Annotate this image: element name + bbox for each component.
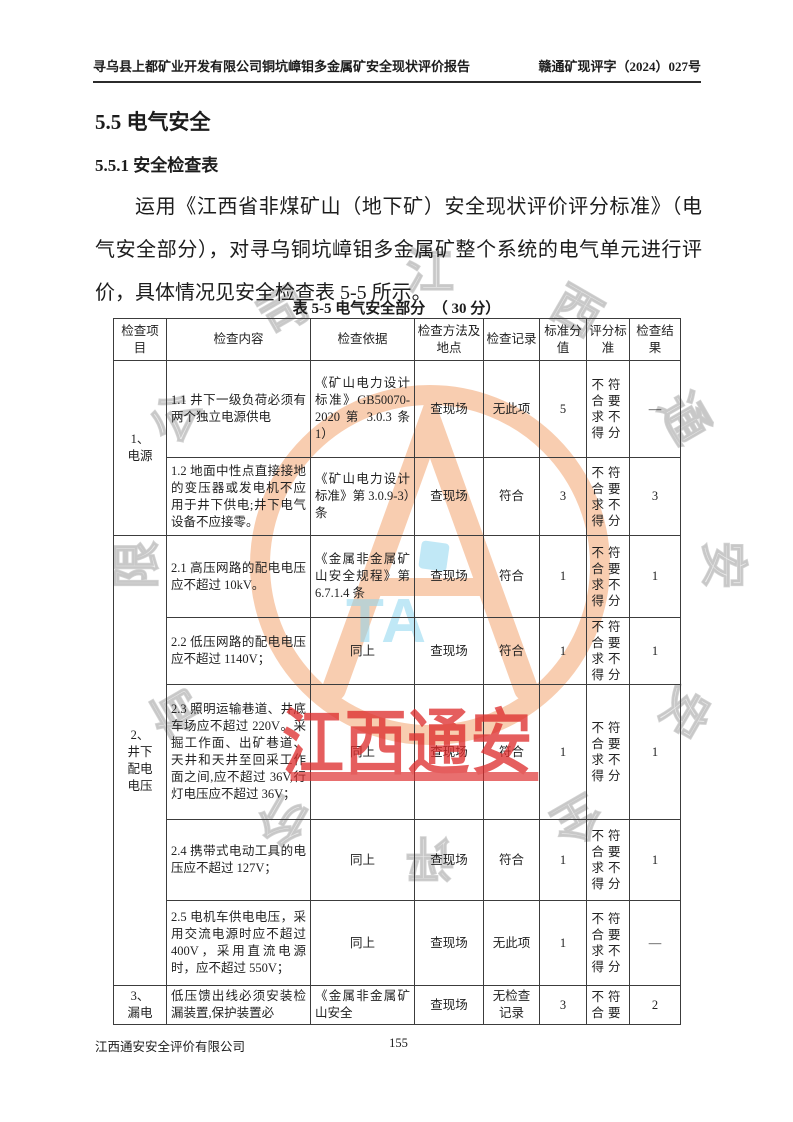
column-header-record: 检查记录 [483,318,540,361]
page-footer: 江西通安安全评价有限公司 155 [95,1036,702,1055]
cell-criteria: 不符合要求不得分 [586,457,630,536]
cell-content: 1.2 地面中性点直接接地的变压器或发电机不应用于井下供电;井下电气设备不应接零… [166,457,311,536]
header-doc-number: 赣通矿现评字（2024）027号 [538,59,701,74]
cell-content: 2.1 高压网路的配电电压应不超过 10kV。 [166,535,311,618]
cell-score: 3 [539,985,587,1025]
cell-result: — [629,900,681,986]
page-number: 155 [389,1036,408,1050]
body-paragraph: 运用《江西省非煤矿山（地下矿）安全现状评价评分标准》（电气安全部分），对寻乌铜坑… [95,196,702,304]
cell-basis: 同上 [310,900,415,986]
column-header-basis: 检查依据 [310,318,415,361]
cell-criteria: 不符合要求不得分 [586,819,630,901]
column-header-score: 标准分值 [539,318,587,361]
cell-method: 查现场 [414,535,484,618]
group-cell-leakage: 3、 漏电 [113,985,167,1025]
column-header-method: 检查方法及地点 [414,318,484,361]
cell-criteria: 不符合要求不得分 [586,617,630,685]
header-report-title: 寻乌县上都矿业开发有限公司铜坑嶂钼多金属矿安全现状评价报告 [93,59,471,74]
table-row: 1.2 地面中性点直接接地的变压器或发电机不应用于井下供电;井下电气设备不应接零… [114,457,681,536]
cell-criteria: 不符合要 [586,985,630,1025]
cell-record: 无此项 [483,360,540,458]
group-cell-power: 1、 电源 [113,360,167,536]
cell-basis: 《金属非金属矿山安全 [310,985,415,1025]
table-row: 2.2 低压网路的配电电压应不超过 1140V； 同上 查现场 符合 1 不符合… [114,617,681,685]
cell-score: 1 [539,684,587,820]
footer-company-name: 江西通安安全评价有限公司 [95,1040,246,1054]
table-row: 2.4 携带式电动工具的电压应不超过 127V； 同上 查现场 符合 1 不符合… [114,819,681,901]
cell-record: 符合 [483,535,540,618]
cell-basis: 同上 [310,684,415,820]
section-heading: 5.5 电气安全 [95,110,211,134]
cell-basis: 《矿山电力设计标准》第 3.0.9-3）条 [310,457,415,536]
cell-method: 查现场 [414,900,484,986]
cell-criteria: 不符合要求不得分 [586,900,630,986]
cell-record: 符合 [483,684,540,820]
cell-basis: 同上 [310,819,415,901]
cell-basis: 《金属非金属矿山安全规程》第 6.7.1.4 条 [310,535,415,618]
table-caption: 表 5-5 电气安全部分 （ 30 分） [292,301,501,317]
subsection-heading: 5.5.1 安全检查表 [95,156,219,175]
cell-content: 2.5 电机车供电电压，采用交流电源时应不超过 400V，采用直流电源时，应不超… [166,900,311,986]
cell-record: 符合 [483,819,540,901]
cell-record: 无检查记录 [483,985,540,1025]
cell-content: 2.3 照明运输巷道、井底车场应不超过 220V。采掘工作面、出矿巷道、天井和天… [166,684,311,820]
cell-result: 1 [629,535,681,618]
cell-record: 无此项 [483,900,540,986]
cell-record: 符合 [483,457,540,536]
safety-check-table: 检查项目 检查内容 检查依据 检查方法及地点 检查记录 标准分值 评分标准 检查… [113,318,681,1025]
table-row: 1、 电源 1.1 井下一级负荷必须有两个独立电源供电 《矿山电力设计标准》GB… [113,360,681,536]
table-row: 2、 井下 配电 电压 2.1 高压网路的配电电压应不超过 10kV。 《金属非… [113,535,681,986]
column-header-result: 检查结果 [629,318,681,361]
table-row: 2.3 照明运输巷道、井底车场应不超过 220V。采掘工作面、出矿巷道、天井和天… [114,684,681,820]
cell-criteria: 不符合要求不得分 [586,535,630,618]
table-row: 2.5 电机车供电电压，采用交流电源时应不超过 400V，采用直流电源时，应不超… [114,900,681,986]
cell-content: 2.4 携带式电动工具的电压应不超过 127V； [166,819,311,901]
cell-content: 低压馈出线必须安装检漏装置,保护装置必 [166,985,311,1025]
cell-score: 3 [539,457,587,536]
cell-score: 5 [539,360,587,458]
cell-method: 查现场 [414,457,484,536]
table-row: 3、 漏电 低压馈出线必须安装检漏装置,保护装置必 《金属非金属矿山安全 查现场… [113,985,681,1025]
column-header-criteria: 评分标准 [586,318,630,361]
cell-result: 1 [629,819,681,901]
cell-result: 1 [629,617,681,685]
cell-result: — [629,360,681,458]
group-cell-underground-voltage: 2、 井下 配电 电压 [113,535,167,986]
cell-criteria: 不符合要求不得分 [586,684,630,820]
cell-method: 查现场 [414,819,484,901]
cell-basis: 《矿山电力设计标准》GB50070-2020 第 3.0.3 条 1） [310,360,415,458]
table-header-row: 检查项目 检查内容 检查依据 检查方法及地点 检查记录 标准分值 评分标准 检查… [113,318,681,361]
cell-method: 查现场 [414,985,484,1025]
cell-content: 2.2 低压网路的配电电压应不超过 1140V； [166,617,311,685]
cell-result: 2 [629,985,681,1025]
cell-basis: 同上 [310,617,415,685]
column-header-item: 检查项目 [113,318,167,361]
cell-criteria: 不符合要求不得分 [586,360,630,458]
cell-method: 查现场 [414,617,484,685]
cell-score: 1 [539,900,587,986]
column-header-content: 检查内容 [166,318,311,361]
page-header: 寻乌县上都矿业开发有限公司铜坑嶂钼多金属矿安全现状评价报告 赣通矿现评字（202… [93,56,701,83]
cell-score: 1 [539,535,587,618]
cell-result: 1 [629,684,681,820]
gray-ring-char: 安 [695,540,750,590]
cell-score: 1 [539,819,587,901]
cell-method: 查现场 [414,684,484,820]
cell-record: 符合 [483,617,540,685]
cell-content: 1.1 井下一级负荷必须有两个独立电源供电 [166,360,311,458]
cell-score: 1 [539,617,587,685]
cell-method: 查现场 [414,360,484,458]
cell-result: 3 [629,457,681,536]
